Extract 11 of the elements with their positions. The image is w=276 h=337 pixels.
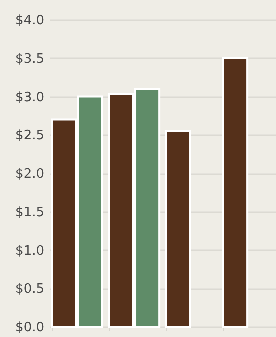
y-tick-label: $3.5 [16,52,44,67]
y-tick-label: $1.5 [16,205,44,220]
y-tick-label: $3.0 [16,90,44,106]
y-tick-label: $0.5 [16,282,44,298]
bar [222,57,249,328]
y-tick-label: $2.5 [16,128,44,144]
bar [165,130,192,328]
y-tick-label: $2.0 [16,167,44,182]
y-tick-label: $1.0 [16,244,44,259]
y-tick-label: $0.0 [16,320,44,336]
y-tick-label: $4.0 [16,14,44,28]
